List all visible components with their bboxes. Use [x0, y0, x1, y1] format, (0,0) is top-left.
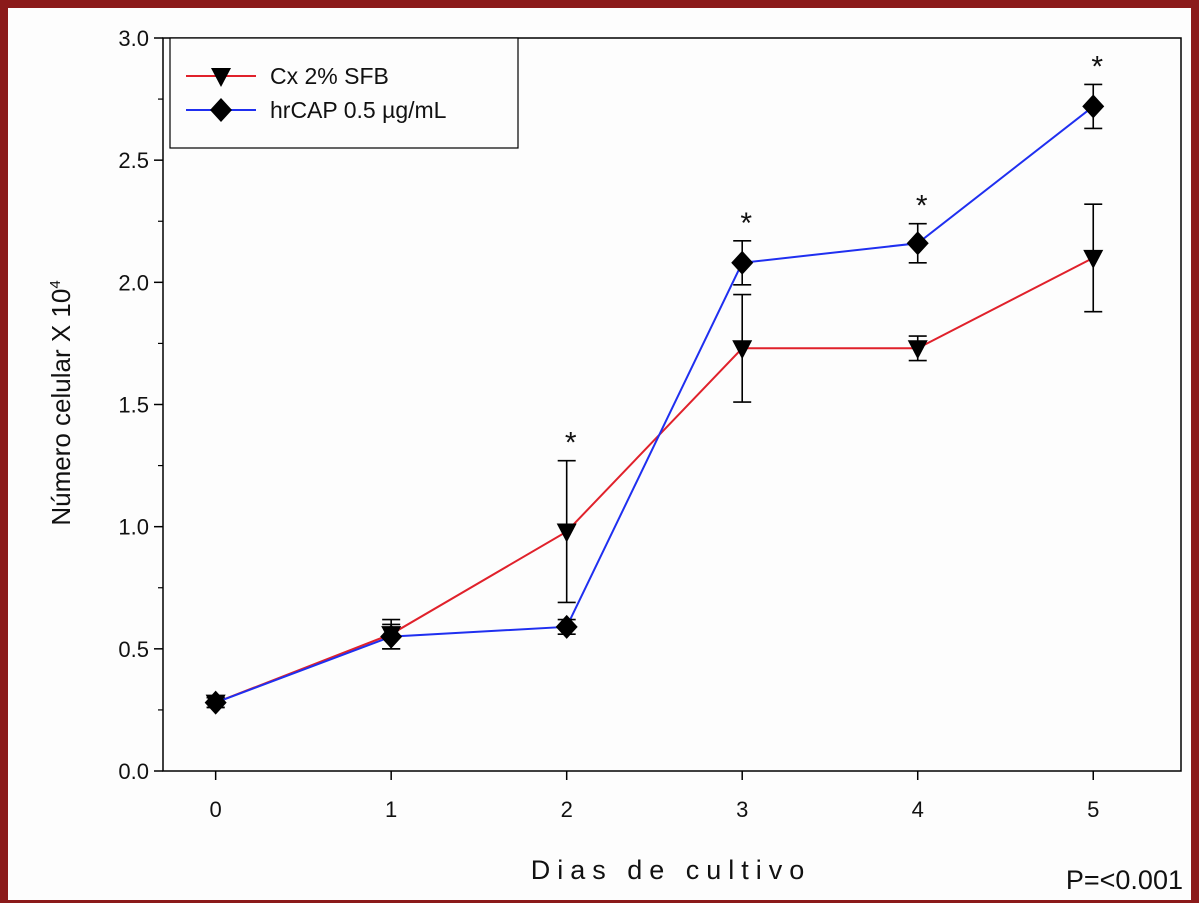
series-line [215, 105, 1094, 704]
y-tick-label: 2.0 [118, 270, 149, 295]
significance-marker: * [565, 427, 577, 460]
series-hrcap [204, 83, 1105, 715]
data-point [1083, 249, 1104, 269]
significance-marker: * [1091, 50, 1103, 83]
x-tick-label: 4 [912, 797, 924, 822]
y-tick-label: 0.5 [118, 637, 149, 662]
series-layer: * * * * [204, 50, 1105, 715]
y-axis-label: Número celular X 104 [46, 280, 76, 525]
data-point [731, 250, 754, 275]
data-point [907, 340, 928, 360]
series-line [215, 257, 1094, 704]
significance-marker: * [740, 207, 752, 240]
data-point [555, 614, 578, 639]
data-point [204, 690, 227, 715]
x-tick-label: 2 [561, 797, 573, 822]
x-tick-label: 0 [210, 797, 222, 822]
x-tick-label: 1 [385, 797, 397, 822]
y-tick-label: 1.0 [118, 515, 149, 540]
x-axis-label: Dias de cultivo [531, 855, 812, 885]
legend-box [169, 37, 519, 149]
significance-marker: * [916, 190, 928, 223]
legend-label: Cx 2% SFB [270, 63, 389, 89]
legend-label: hrCAP 0.5 µg/mL [270, 97, 447, 123]
y-axis-label-exponent: 4 [47, 280, 64, 288]
data-point [732, 340, 753, 360]
y-tick-label: 3.0 [118, 26, 149, 51]
y-tick-label: 2.5 [118, 148, 149, 173]
y-axis-label-main: Número celular X 10 [46, 289, 76, 526]
x-axis: 0 1 2 3 4 5 [210, 771, 1099, 822]
legend: Cx 2% SFB hrCAP 0.5 µg/mL [169, 37, 519, 149]
data-point [556, 523, 577, 543]
legend-marker [210, 98, 232, 122]
p-value-annotation: P=<0.001 [1066, 865, 1183, 895]
x-tick-label: 5 [1087, 797, 1099, 822]
y-tick-label: 1.5 [118, 393, 149, 418]
data-point [380, 624, 403, 649]
legend-marker [211, 68, 231, 87]
data-point [906, 231, 929, 256]
x-tick-label: 3 [736, 797, 748, 822]
series-cx-2-sfb [205, 203, 1104, 714]
y-tick-label: 0.0 [118, 759, 149, 784]
line-chart: 0.0 0.5 1.0 1.5 2.0 2.5 3.0 0 1 2 3 4 5 * * * * Cx 2% … [46, 26, 1183, 895]
data-point [1082, 94, 1105, 119]
y-axis: 0.0 0.5 1.0 1.5 2.0 2.5 3.0 [118, 26, 163, 784]
